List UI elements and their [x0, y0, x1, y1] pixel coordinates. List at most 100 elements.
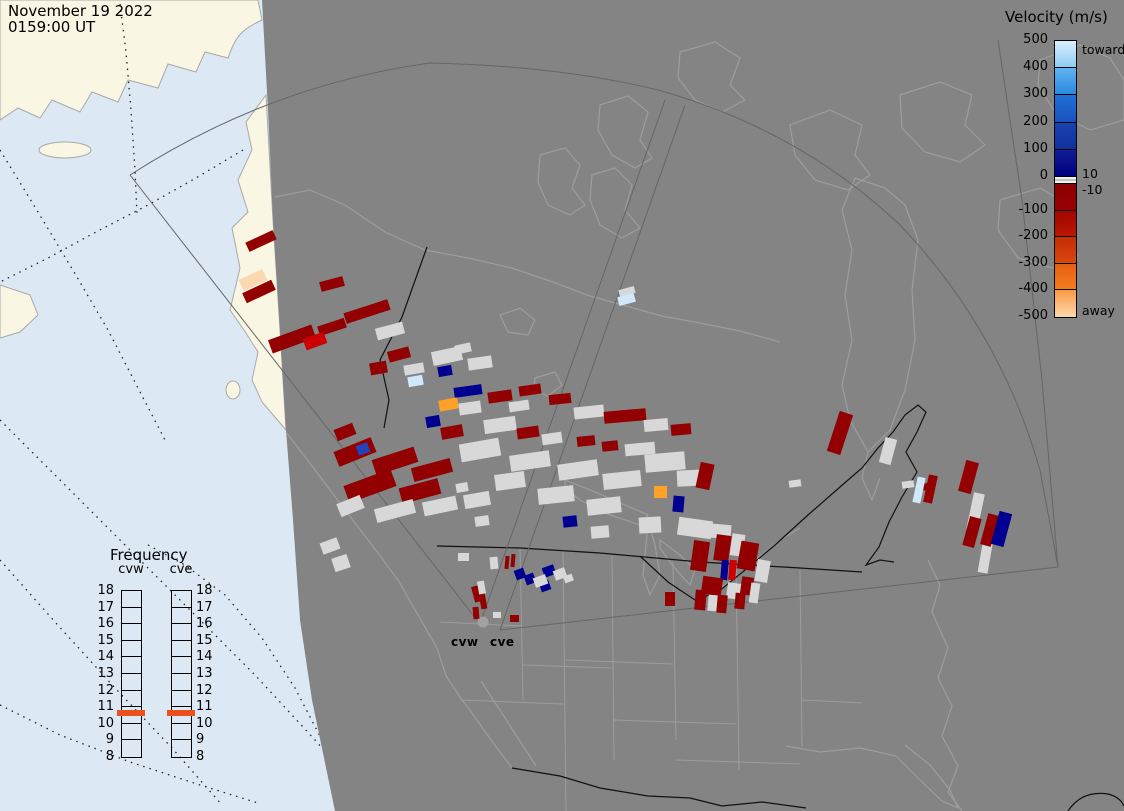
time-label: 0159:00 UT [8, 18, 96, 36]
data-cell [644, 451, 686, 473]
velocity-colorbar [1054, 40, 1077, 318]
data-cell [343, 298, 391, 324]
frequency-panel-title: Frequency [110, 546, 188, 564]
data-cell [406, 374, 424, 388]
frequency-column-cvw [121, 590, 142, 758]
frequency-tick-label: 16 [196, 616, 213, 632]
data-cell [573, 404, 605, 420]
data-cell [590, 525, 610, 539]
data-cell [319, 537, 341, 555]
frequency-cell [122, 674, 141, 691]
data-cell [878, 436, 898, 466]
colorbar-tick-label: -500 [1018, 308, 1048, 323]
data-cell [602, 470, 642, 490]
data-cell [373, 499, 417, 523]
frequency-tick-label: 18 [97, 583, 114, 598]
zero-band [1055, 176, 1076, 184]
siberia-coast-wedge [0, 284, 39, 339]
map-radar-label-cvw: cvw [451, 635, 479, 649]
data-cell [489, 556, 499, 570]
frequency-tick-label: 8 [105, 749, 114, 764]
data-cell [455, 481, 469, 493]
data-cell [712, 534, 732, 562]
colorbar-segment [1055, 183, 1076, 211]
frequency-cell [122, 707, 141, 724]
data-cell [458, 400, 482, 416]
chukotka-landmass [0, 0, 263, 121]
data-cell [437, 396, 459, 412]
data-cell [518, 383, 542, 397]
toward-label: toward [1082, 42, 1124, 57]
colorbar-segment [1055, 95, 1076, 123]
data-cell [474, 515, 490, 527]
data-cell [516, 425, 540, 439]
frequency-tick-label: 11 [196, 699, 213, 715]
data-cell [335, 494, 365, 518]
data-cell [962, 515, 982, 549]
colorbar-tick-label: 300 [1023, 86, 1048, 102]
colorbar-segment [1055, 237, 1076, 264]
frequency-cell [122, 624, 141, 641]
data-cell [453, 384, 483, 398]
lower-threshold-label: -10 [1082, 182, 1103, 197]
frequency-cell [172, 641, 191, 658]
data-cell [548, 392, 572, 406]
frequency-cell [172, 674, 191, 691]
date-label: November 19 2022 [8, 2, 153, 20]
colorbar-segment [1055, 290, 1076, 317]
frequency-tick-label: 9 [196, 732, 205, 748]
frequency-marker [167, 709, 195, 716]
data-cell [508, 399, 530, 413]
data-cell [586, 496, 622, 516]
colorbar-tick-label: 100 [1023, 140, 1048, 156]
data-cell [562, 514, 578, 528]
data-cell [454, 341, 472, 355]
data-cell [509, 450, 551, 472]
frequency-cell [122, 691, 141, 708]
data-cell [333, 422, 357, 442]
data-cell [487, 388, 513, 404]
data-cell [483, 415, 517, 435]
colorbar-tick-label: 200 [1023, 113, 1048, 129]
colorbar-tick-label: 0 [1039, 168, 1048, 183]
data-cell [494, 470, 526, 492]
frequency-column-cve [171, 590, 192, 758]
data-cell [319, 276, 345, 292]
frequency-tick-label: 15 [97, 632, 114, 648]
data-cell [421, 495, 459, 517]
frequency-cell [122, 740, 141, 757]
colorbar-segment [1055, 41, 1076, 69]
data-cell [467, 355, 493, 371]
data-cell [576, 435, 596, 447]
frequency-cell [122, 724, 141, 741]
data-cell [716, 594, 728, 614]
data-cell [901, 479, 915, 489]
data-cell [753, 559, 771, 583]
data-cell [653, 486, 667, 498]
frequency-tick-label: 8 [196, 749, 205, 764]
frequency-tick-label: 9 [105, 732, 114, 748]
frequency-cell [172, 691, 191, 708]
frequency-marker [117, 709, 145, 716]
frequency-tick-label: 17 [196, 599, 213, 615]
frequency-tick-label: 11 [97, 699, 114, 715]
frequency-cell [172, 657, 191, 674]
frequency-tick-label: 13 [97, 666, 114, 681]
data-cell [734, 592, 746, 610]
data-cell [509, 614, 519, 622]
frequency-tick-label: 17 [97, 599, 114, 615]
frequency-tick-label: 14 [196, 649, 213, 665]
frequency-column-label-cve: cve [169, 562, 193, 577]
map-radar-label-cve: cve [490, 635, 515, 649]
colorbar-segment [1055, 122, 1076, 150]
data-cell [457, 553, 469, 561]
colorbar-tick-label: 500 [1023, 32, 1048, 47]
colorbar-tick-label: -200 [1018, 228, 1048, 244]
data-cell [386, 345, 412, 363]
data-cell [425, 414, 441, 428]
data-cell [557, 459, 599, 481]
data-cell [643, 417, 669, 433]
data-cell [671, 495, 685, 513]
data-cell [476, 579, 486, 595]
